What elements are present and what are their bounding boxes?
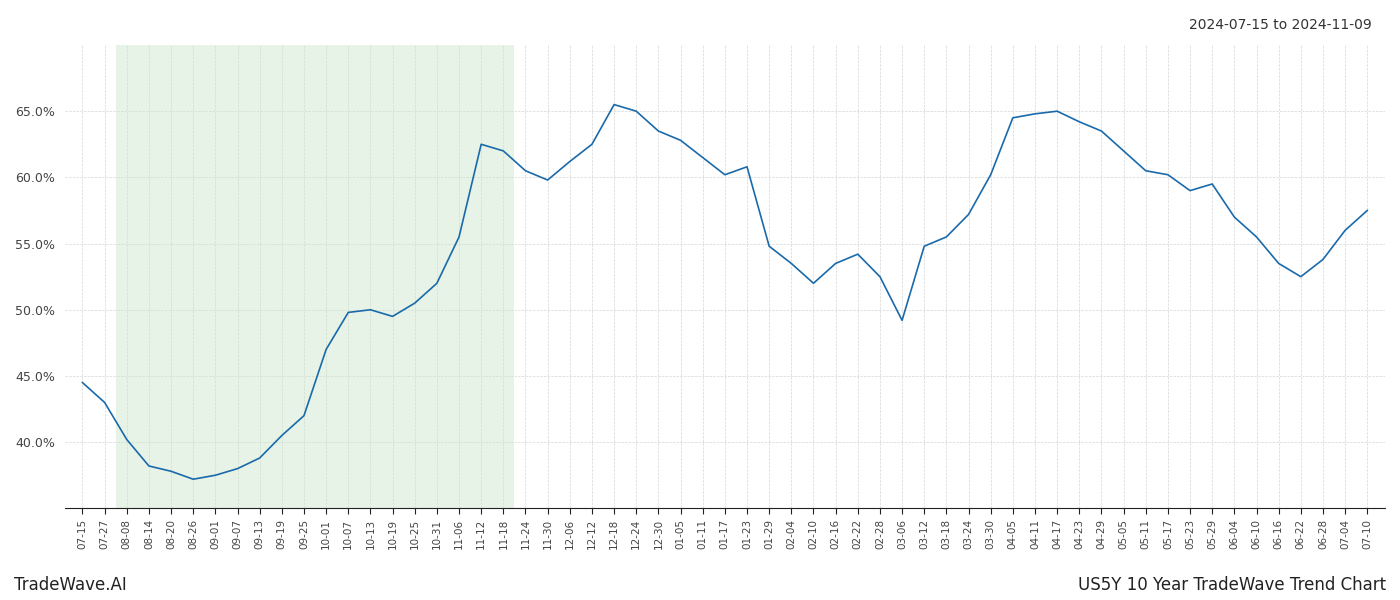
Text: TradeWave.AI: TradeWave.AI	[14, 576, 127, 594]
Bar	[116, 45, 514, 508]
Text: US5Y 10 Year TradeWave Trend Chart: US5Y 10 Year TradeWave Trend Chart	[1078, 576, 1386, 594]
Text: 2024-07-15 to 2024-11-09: 2024-07-15 to 2024-11-09	[1189, 18, 1372, 32]
